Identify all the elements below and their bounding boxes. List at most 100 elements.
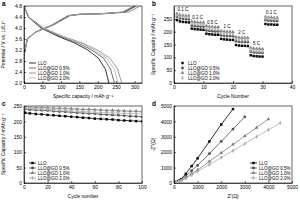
marker <box>76 109 79 114</box>
tick-label: 10 <box>201 84 207 90</box>
marker <box>273 24 275 26</box>
marker <box>276 24 278 26</box>
marker <box>117 119 119 121</box>
legend-marker <box>181 67 184 70</box>
marker <box>220 155 223 160</box>
marker <box>241 38 244 43</box>
tick-mark <box>24 121 26 122</box>
marker <box>208 162 211 167</box>
marker <box>123 119 125 121</box>
marker <box>255 55 257 57</box>
tick: 300 <box>131 81 140 90</box>
legend-label: LLO@GO 2.0% <box>38 176 70 181</box>
marker <box>46 107 49 112</box>
marker <box>105 110 108 115</box>
tick-mark <box>24 6 26 7</box>
tick-label: 150 <box>164 42 173 48</box>
marker <box>232 108 234 110</box>
marker <box>182 21 184 23</box>
marker <box>279 121 282 126</box>
annotation: 0.5 C <box>207 20 219 25</box>
marker <box>196 28 198 30</box>
legend-marker <box>252 167 255 170</box>
marker <box>58 115 60 117</box>
tick-label: 40 <box>290 84 296 90</box>
marker <box>232 148 235 153</box>
tick-label: 4000 <box>161 119 172 125</box>
tick-label: 1000 <box>161 165 172 171</box>
marker <box>223 31 226 36</box>
tick: 80 <box>116 181 122 190</box>
tick: 100 <box>164 54 176 60</box>
tick: 50 <box>16 165 26 171</box>
tick: 4000 <box>263 181 274 190</box>
marker <box>276 17 279 22</box>
yticks-axis: 050100150200250 <box>164 7 176 87</box>
tick-label: 50 <box>166 67 172 73</box>
tick-label: 20 <box>45 184 51 190</box>
legend-marker <box>31 176 34 181</box>
tick-mark <box>24 83 26 84</box>
marker <box>29 112 31 114</box>
marker <box>252 49 255 54</box>
tick: 100 <box>14 149 26 155</box>
marker <box>220 140 223 143</box>
marker <box>273 17 276 22</box>
marker <box>140 109 142 112</box>
marker <box>185 21 187 23</box>
marker <box>35 113 37 115</box>
tick-mark <box>24 183 26 184</box>
tick: 4.0 <box>15 25 26 31</box>
tick: 2.0 <box>15 80 26 86</box>
marker <box>177 179 180 183</box>
tick: 1000 <box>193 181 204 190</box>
annotation: 1 C <box>224 24 232 29</box>
tick-label: 5000 <box>161 103 172 109</box>
series-line <box>176 119 268 182</box>
tick: 2000 <box>216 181 227 190</box>
tick-mark <box>174 32 176 33</box>
tick-mark <box>24 17 26 18</box>
marker <box>176 19 178 21</box>
tick-label: 250 <box>164 16 173 22</box>
legend-marker <box>31 171 35 174</box>
tick-mark <box>174 137 176 138</box>
tick-label: 0 <box>23 184 26 190</box>
marker <box>94 117 96 119</box>
tick-label: 30 <box>260 84 266 90</box>
marker <box>208 140 210 142</box>
plot-frame <box>24 6 142 83</box>
axis-line <box>24 107 25 184</box>
marker <box>217 27 220 32</box>
tick: 20 <box>45 181 51 190</box>
annotation: 0.1 C <box>266 10 278 15</box>
tick-label: 150 <box>14 134 23 140</box>
legend-line <box>29 63 36 64</box>
marker <box>76 116 78 118</box>
marker <box>211 27 214 32</box>
tick: 5000 <box>161 103 176 109</box>
tick-label: 100 <box>14 149 23 155</box>
tick: 100 <box>57 81 66 90</box>
xticks-axis: 050100150200250300 <box>23 81 142 90</box>
marker <box>261 49 264 54</box>
tick-label: 100 <box>57 84 66 90</box>
tick: 50 <box>166 67 176 73</box>
tick-label: 200 <box>14 119 23 125</box>
marker <box>270 23 272 25</box>
tick: 0 <box>169 180 176 186</box>
marker <box>111 110 114 115</box>
y-axis-title: Potential / V vs. Li/Li⁺ <box>0 20 6 68</box>
series-line <box>24 6 122 83</box>
tick-label: 2000 <box>161 149 172 155</box>
marker <box>176 13 179 18</box>
tick: 1000 <box>161 165 176 171</box>
plot-area <box>24 6 140 83</box>
tick-label: 0 <box>19 180 22 186</box>
marker <box>235 37 238 42</box>
panel-label: a <box>2 0 6 7</box>
legend-line <box>29 78 36 79</box>
legend: LLOLLO@GO 0.5%LLO@GO 1.0%LLO@GO 2.0% <box>250 161 291 181</box>
marker <box>202 29 204 31</box>
series-line <box>24 6 136 56</box>
